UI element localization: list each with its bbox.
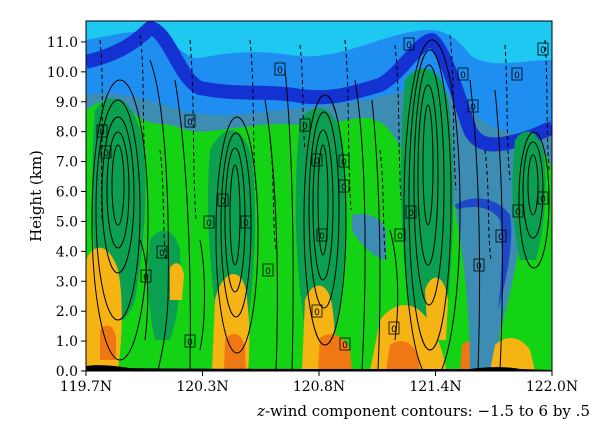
weak-contours — [139, 59, 503, 371]
x-tick-label: 120.3N — [176, 379, 228, 395]
contour-label: 0 — [203, 215, 215, 229]
contour-label: 0 — [339, 337, 351, 351]
svg-text:0: 0 — [406, 41, 412, 51]
contour-lines — [91, 34, 550, 371]
contour-label: 0 — [512, 204, 524, 218]
updraft-contours-4 — [403, 39, 461, 371]
contour-label: 0 — [403, 37, 415, 51]
updraft-contours-5 — [518, 131, 550, 269]
updraft-contours-3 — [303, 94, 347, 346]
y-tick-label: 2.0 — [56, 304, 78, 320]
y-tick-label: 4.0 — [56, 244, 78, 260]
contour-label: 0 — [537, 191, 549, 205]
terrain-ground — [86, 365, 552, 371]
svg-text:0: 0 — [470, 103, 476, 113]
contour-label: 0 — [467, 99, 479, 113]
contour-label: 0 — [511, 67, 523, 81]
y-tick-label: 6.0 — [56, 185, 78, 201]
svg-text:0: 0 — [265, 267, 271, 277]
svg-text:0: 0 — [314, 308, 320, 318]
svg-text:0: 0 — [243, 219, 249, 229]
y-tick-label: 3.0 — [56, 274, 78, 290]
field-dark-band — [86, 21, 552, 152]
contour-label: 0 — [457, 67, 469, 81]
svg-text:0: 0 — [99, 128, 105, 138]
negative-contours — [99, 34, 550, 261]
y-tick-label: 11.0 — [47, 35, 78, 51]
svg-text:0: 0 — [206, 219, 212, 229]
svg-text:0: 0 — [314, 157, 320, 167]
contour-label: 0 — [405, 205, 417, 219]
contour-label: 0 — [299, 118, 311, 132]
contour-label: 0 — [473, 258, 485, 272]
svg-text:0: 0 — [460, 71, 466, 81]
svg-text:0: 0 — [220, 197, 226, 207]
y-tick-label: 0.0 — [56, 364, 78, 380]
x-axis: 119.7N 120.3N 120.8N 121.4N 122.0N — [60, 371, 578, 395]
caption-variable: z — [257, 402, 265, 420]
y-axis: 0.0 1.0 2.0 3.0 4.0 5.0 6.0 7.0 8.0 9.0 10.0 11.0 — [47, 35, 86, 380]
x-tick-label: 122.0N — [526, 379, 578, 395]
contour-label: 0 — [311, 304, 323, 318]
svg-text:0: 0 — [515, 208, 521, 218]
y-tick-label: 8.0 — [56, 125, 78, 141]
svg-text:0: 0 — [319, 232, 325, 242]
svg-text:0: 0 — [476, 262, 482, 272]
svg-text:0: 0 — [341, 158, 347, 168]
contour-label: 0 — [240, 215, 252, 229]
y-tick-label: 10.0 — [47, 65, 78, 81]
svg-text:0: 0 — [391, 325, 397, 335]
contour-label: 0 — [140, 269, 152, 283]
y-tick-label: 7.0 — [56, 155, 78, 171]
x-tick-label: 121.4N — [409, 379, 461, 395]
contour-label: 0 — [338, 154, 350, 168]
svg-text:0: 0 — [187, 118, 193, 128]
svg-text:0: 0 — [159, 249, 165, 259]
contour-label: 0 — [388, 321, 400, 335]
x-tick-label: 119.7N — [60, 379, 112, 395]
y-tick-label: 1.0 — [56, 334, 78, 350]
contour-label: 0 — [311, 153, 323, 167]
contour-label-boxes: 0 0 0 0 0 0 0 0 0 0 0 0 0 0 0 0 0 0 0 0 0 0 0 0 0 0 0 0 0 0 — [96, 37, 549, 351]
svg-text:0: 0 — [397, 232, 403, 242]
contour-label: 0 — [316, 228, 328, 242]
contour-label: 0 — [537, 42, 549, 56]
svg-text:0: 0 — [341, 183, 347, 193]
caption-text: -wind component contours: −1.5 to 6 by .… — [264, 402, 590, 420]
svg-text:0: 0 — [342, 341, 348, 351]
svg-text:0: 0 — [408, 209, 414, 219]
x-tick-label: 120.8N — [293, 379, 345, 395]
svg-text:0: 0 — [514, 71, 520, 81]
svg-text:0: 0 — [143, 273, 149, 283]
chart-caption: z-wind component contours: −1.5 to 6 by … — [180, 402, 590, 420]
y-tick-label: 5.0 — [56, 214, 78, 230]
svg-text:0: 0 — [302, 122, 308, 132]
contour-label: 0 — [96, 124, 108, 138]
plot-area: 0 0 0 0 0 0 0 0 0 0 0 0 0 0 0 0 0 0 0 0 0 0 0 0 0 0 0 0 0 0 — [86, 21, 552, 371]
svg-text:0: 0 — [103, 149, 109, 159]
svg-text:0: 0 — [187, 338, 193, 348]
field-green — [86, 100, 471, 371]
updraft-contours-2 — [215, 116, 259, 354]
y-axis-title: Height (km) — [27, 150, 45, 242]
contour-label: 0 — [184, 334, 196, 348]
contour-label: 0 — [217, 193, 229, 207]
y-tick-label: 9.0 — [56, 95, 78, 111]
svg-text:0: 0 — [540, 195, 546, 205]
contour-label: 0 — [156, 245, 168, 259]
svg-text:0: 0 — [498, 233, 504, 243]
contour-label: 0 — [394, 228, 406, 242]
contour-label: 0 — [274, 62, 286, 76]
contour-label: 0 — [338, 179, 350, 193]
svg-text:0: 0 — [277, 66, 283, 76]
contour-label: 0 — [262, 263, 274, 277]
contour-label: 0 — [184, 114, 196, 128]
svg-text:0: 0 — [540, 46, 546, 56]
contour-label: 0 — [495, 229, 507, 243]
contour-label: 0 — [100, 145, 112, 159]
